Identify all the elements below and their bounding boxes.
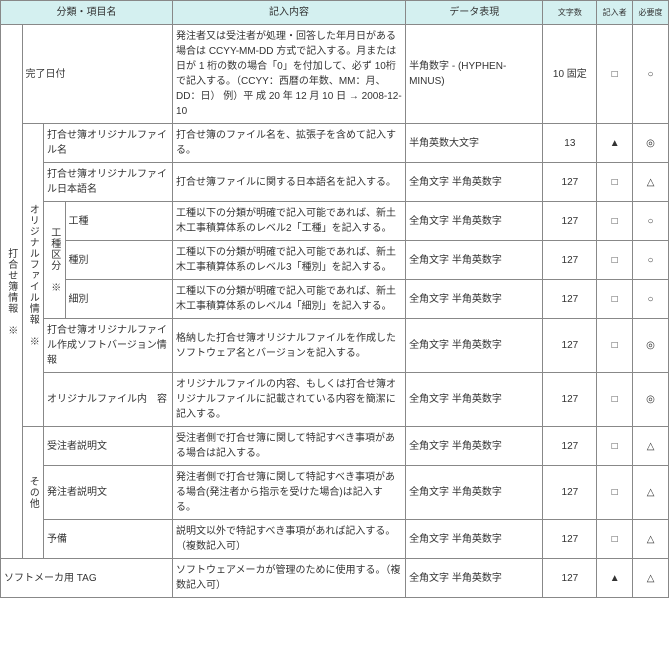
desc: 工種以下の分類が明確で記入可能であれば、新土木工事積算体系のレベル2「工種」を記… [173, 202, 406, 241]
desc: 発注者又は受注者が処理・回答した年月日がある場合は CCYY-MM-DD 方式で… [173, 25, 406, 124]
data: 半角英数大文字 [406, 124, 543, 163]
who: □ [597, 427, 633, 466]
hdr-content: 記入内容 [173, 1, 406, 25]
desc: オリジナルファイルの内容、もしくは打合せ簿オリジナルファイルに記載されている内容… [173, 373, 406, 427]
item: 発注者説明文 [44, 466, 173, 520]
req: ◎ [633, 124, 669, 163]
req: ○ [633, 25, 669, 124]
hdr-category: 分類・項目名 [1, 1, 173, 25]
num: 127 [543, 280, 597, 319]
hdr-data: データ表現 [406, 1, 543, 25]
who: □ [597, 280, 633, 319]
num: 127 [543, 559, 597, 598]
table-row: 工種区分 ※ 工種 工種以下の分類が明確で記入可能であれば、新土木工事積算体系の… [1, 202, 669, 241]
req: ○ [633, 280, 669, 319]
table-row: オリジナルファイル内 容 オリジナルファイルの内容、もしくは打合せ簿オリジナルフ… [1, 373, 669, 427]
desc: 発注者側で打合せ簿に関して特記すべき事項がある場合(発注者から指示を受けた場合)… [173, 466, 406, 520]
who: ▲ [597, 559, 633, 598]
data: 全角文字 半角英数字 [406, 559, 543, 598]
table-row: 予備 説明文以外で特記すべき事項があれば記入する。（複数記入可） 全角文字 半角… [1, 520, 669, 559]
who: □ [597, 319, 633, 373]
req: △ [633, 163, 669, 202]
req: ○ [633, 241, 669, 280]
data: 全角文字 半角英数字 [406, 163, 543, 202]
desc: 打合せ簿ファイルに関する日本語名を記入する。 [173, 163, 406, 202]
side-other: その他 [22, 427, 44, 559]
header-row: 分類・項目名 記入内容 データ表現 文字数 記入者 必要度 [1, 1, 669, 25]
num: 127 [543, 466, 597, 520]
item: オリジナルファイル内 容 [44, 373, 173, 427]
num: 127 [543, 202, 597, 241]
item: 打合せ簿オリジナルファイル名 [44, 124, 173, 163]
table-row: ソフトメーカ用 TAG ソフトウェアメーカが管理のために使用する。（複数記入可）… [1, 559, 669, 598]
req: △ [633, 559, 669, 598]
data: 全角文字 半角英数字 [406, 202, 543, 241]
item: 打合せ簿オリジナルファイル日本語名 [44, 163, 173, 202]
who: □ [597, 466, 633, 520]
num: 13 [543, 124, 597, 163]
data: 全角文字 半角英数字 [406, 427, 543, 466]
data: 全角文字 半角英数字 [406, 466, 543, 520]
item: 打合せ簿オリジナルファイル作成ソフトバージョン情報 [44, 319, 173, 373]
hdr-who: 記入者 [597, 1, 633, 25]
num: 127 [543, 319, 597, 373]
desc: 工種以下の分類が明確で記入可能であれば、新土木工事積算体系のレベル3「種別」を記… [173, 241, 406, 280]
side-kubun: 工種区分 ※ [44, 202, 66, 319]
table-row: オリジナルファイル情報 ※ 打合せ簿オリジナルファイル名 打合せ簿のファイル名を… [1, 124, 669, 163]
req: ◎ [633, 373, 669, 427]
item: 工種 [65, 202, 173, 241]
item: 種別 [65, 241, 173, 280]
who: □ [597, 163, 633, 202]
data: 全角文字 半角英数字 [406, 520, 543, 559]
item: 完了日付 [22, 25, 173, 124]
hdr-chars: 文字数 [543, 1, 597, 25]
who: □ [597, 202, 633, 241]
side-meet: 打合せ簿情報 ※ [1, 25, 23, 559]
item: ソフトメーカ用 TAG [1, 559, 173, 598]
data: 半角数字 - (HYPHEN-MINUS) [406, 25, 543, 124]
req: △ [633, 427, 669, 466]
spec-table: 分類・項目名 記入内容 データ表現 文字数 記入者 必要度 打合せ簿情報 ※ 完… [0, 0, 669, 598]
req: △ [633, 520, 669, 559]
side-orig: オリジナルファイル情報 ※ [22, 124, 44, 427]
desc: 工種以下の分類が明確で記入可能であれば、新土木工事積算体系のレベル4「細別」を記… [173, 280, 406, 319]
table-row: 細別 工種以下の分類が明確で記入可能であれば、新土木工事積算体系のレベル4「細別… [1, 280, 669, 319]
table-row: 打合せ簿情報 ※ 完了日付 発注者又は受注者が処理・回答した年月日がある場合は … [1, 25, 669, 124]
who: □ [597, 520, 633, 559]
data: 全角文字 半角英数字 [406, 241, 543, 280]
req: △ [633, 466, 669, 520]
desc: 受注者側で打合せ簿に関して特記すべき事項がある場合は記入する。 [173, 427, 406, 466]
item: 受注者説明文 [44, 427, 173, 466]
table-row: その他 受注者説明文 受注者側で打合せ簿に関して特記すべき事項がある場合は記入す… [1, 427, 669, 466]
desc: 打合せ簿のファイル名を、拡張子を含めて記入する。 [173, 124, 406, 163]
req: ○ [633, 202, 669, 241]
data: 全角文字 半角英数字 [406, 280, 543, 319]
num: 127 [543, 373, 597, 427]
who: □ [597, 25, 633, 124]
num: 127 [543, 241, 597, 280]
who: □ [597, 241, 633, 280]
desc: ソフトウェアメーカが管理のために使用する。（複数記入可） [173, 559, 406, 598]
hdr-req: 必要度 [633, 1, 669, 25]
table-row: 発注者説明文 発注者側で打合せ簿に関して特記すべき事項がある場合(発注者から指示… [1, 466, 669, 520]
who: ▲ [597, 124, 633, 163]
item: 細別 [65, 280, 173, 319]
data: 全角文字 半角英数字 [406, 373, 543, 427]
table-row: 打合せ簿オリジナルファイル日本語名 打合せ簿ファイルに関する日本語名を記入する。… [1, 163, 669, 202]
table-row: 打合せ簿オリジナルファイル作成ソフトバージョン情報 格納した打合せ簿オリジナルフ… [1, 319, 669, 373]
num: 127 [543, 520, 597, 559]
desc: 格納した打合せ簿オリジナルファイルを作成したソフトウェア名とバージョンを記入する… [173, 319, 406, 373]
num: 127 [543, 163, 597, 202]
num: 10 固定 [543, 25, 597, 124]
num: 127 [543, 427, 597, 466]
table-row: 種別 工種以下の分類が明確で記入可能であれば、新土木工事積算体系のレベル3「種別… [1, 241, 669, 280]
who: □ [597, 373, 633, 427]
item: 予備 [44, 520, 173, 559]
req: ◎ [633, 319, 669, 373]
data: 全角文字 半角英数字 [406, 319, 543, 373]
desc: 説明文以外で特記すべき事項があれば記入する。（複数記入可） [173, 520, 406, 559]
